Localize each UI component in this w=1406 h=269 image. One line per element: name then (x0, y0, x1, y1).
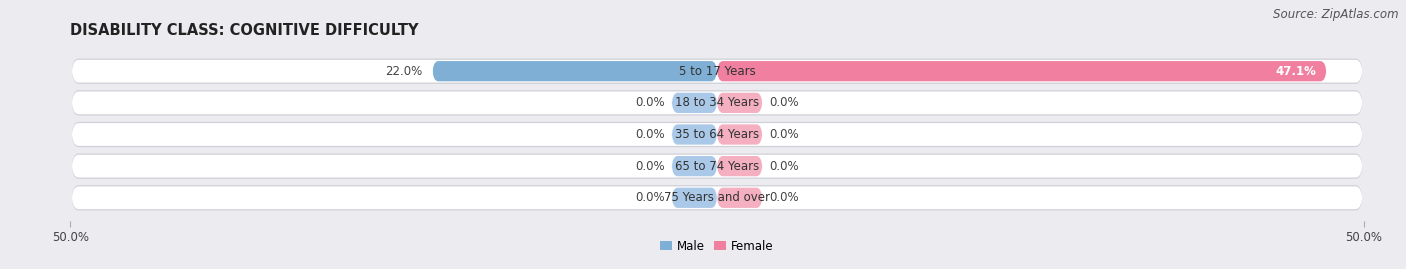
FancyBboxPatch shape (717, 61, 1326, 81)
Text: 18 to 34 Years: 18 to 34 Years (675, 96, 759, 109)
FancyBboxPatch shape (72, 154, 1362, 179)
FancyBboxPatch shape (672, 188, 717, 208)
Text: 5 to 17 Years: 5 to 17 Years (679, 65, 755, 78)
FancyBboxPatch shape (717, 156, 762, 176)
Legend: Male, Female: Male, Female (661, 240, 773, 253)
Text: 75 Years and over: 75 Years and over (664, 191, 770, 204)
Text: 0.0%: 0.0% (769, 96, 799, 109)
Text: 35 to 64 Years: 35 to 64 Years (675, 128, 759, 141)
FancyBboxPatch shape (72, 91, 1362, 114)
Text: 0.0%: 0.0% (636, 96, 665, 109)
FancyBboxPatch shape (72, 186, 1362, 209)
Text: 0.0%: 0.0% (636, 128, 665, 141)
FancyBboxPatch shape (72, 185, 1362, 210)
FancyBboxPatch shape (672, 93, 717, 113)
Text: 47.1%: 47.1% (1275, 65, 1316, 78)
Text: 0.0%: 0.0% (769, 191, 799, 204)
FancyBboxPatch shape (717, 124, 762, 145)
FancyBboxPatch shape (717, 188, 762, 208)
FancyBboxPatch shape (717, 93, 762, 113)
FancyBboxPatch shape (72, 59, 1362, 84)
FancyBboxPatch shape (72, 122, 1362, 147)
FancyBboxPatch shape (72, 90, 1362, 115)
Text: Source: ZipAtlas.com: Source: ZipAtlas.com (1274, 8, 1399, 21)
FancyBboxPatch shape (72, 123, 1362, 146)
Text: 0.0%: 0.0% (769, 160, 799, 173)
Text: 0.0%: 0.0% (636, 160, 665, 173)
Text: 0.0%: 0.0% (636, 191, 665, 204)
FancyBboxPatch shape (672, 156, 717, 176)
Text: 22.0%: 22.0% (385, 65, 422, 78)
Text: 65 to 74 Years: 65 to 74 Years (675, 160, 759, 173)
FancyBboxPatch shape (672, 124, 717, 145)
Text: 0.0%: 0.0% (769, 128, 799, 141)
Text: DISABILITY CLASS: COGNITIVE DIFFICULTY: DISABILITY CLASS: COGNITIVE DIFFICULTY (70, 23, 419, 38)
FancyBboxPatch shape (433, 61, 717, 81)
FancyBboxPatch shape (72, 155, 1362, 178)
FancyBboxPatch shape (72, 60, 1362, 83)
